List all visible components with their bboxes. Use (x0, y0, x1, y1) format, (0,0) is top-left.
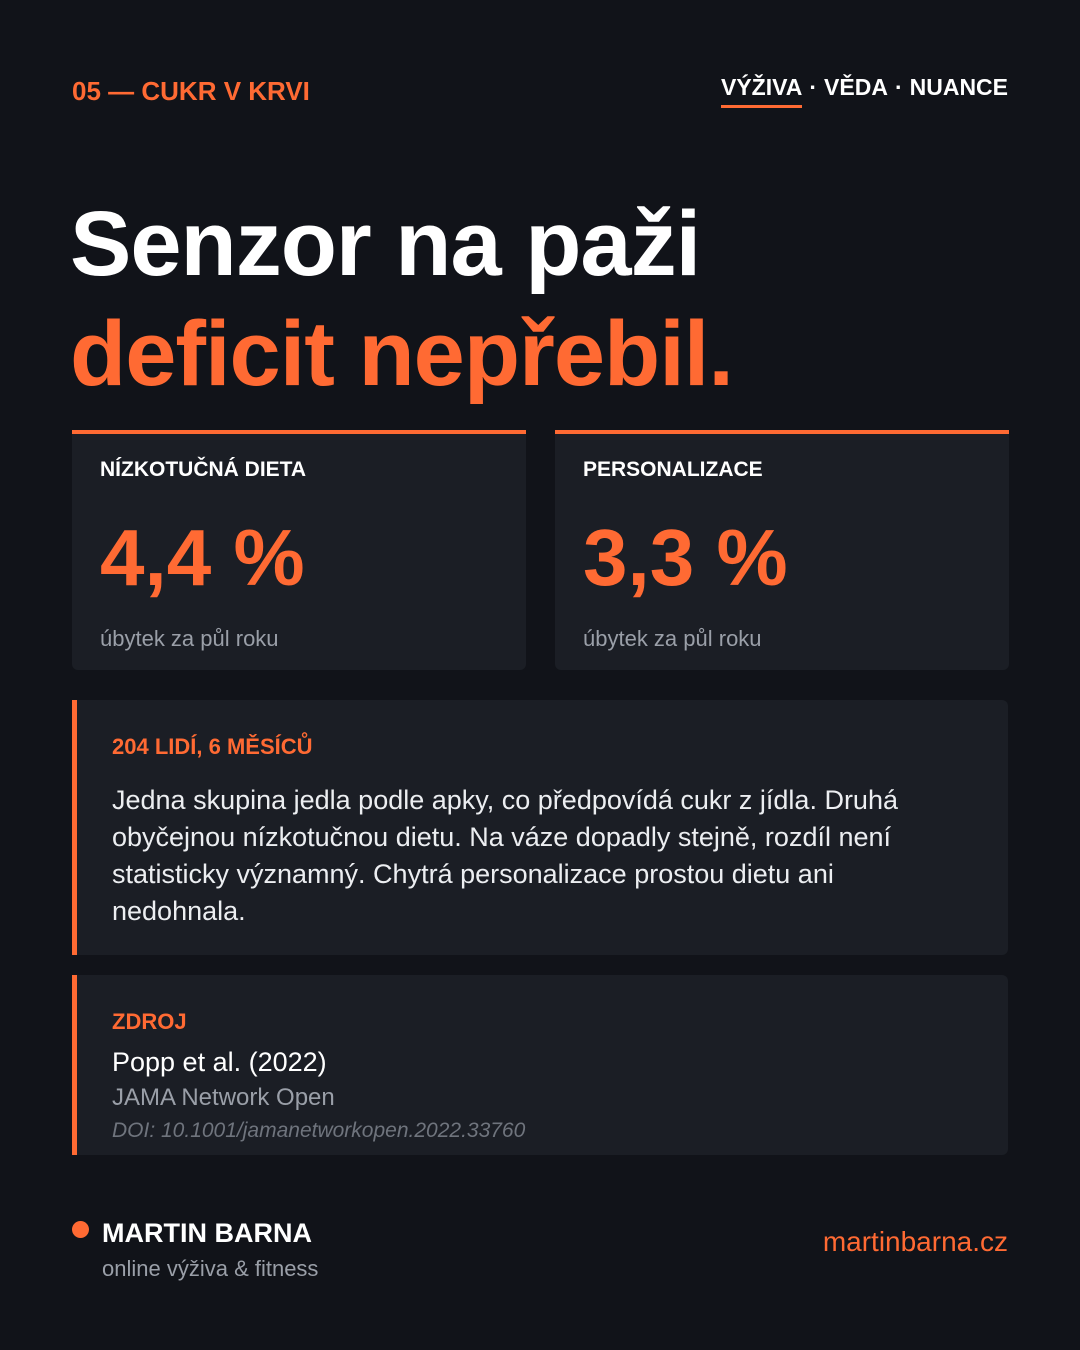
stat-value: 3,3 % (583, 513, 788, 602)
source-doi: DOI: 10.1001/jamanetworkopen.2022.33760 (112, 1119, 526, 1142)
stat-card: NÍZKOTUČNÁ DIETA 4,4 % úbytek za půl rok… (72, 430, 526, 670)
section-label: 05 — CUKR V KRVI (72, 76, 310, 106)
stat-caption: úbytek za půl roku (100, 626, 279, 651)
brand-tagline: online výživa & fitness (102, 1256, 319, 1281)
nav-item[interactable]: VĚDA (824, 74, 888, 100)
nav-separator: · (809, 74, 818, 100)
stat-label: PERSONALIZACE (583, 458, 763, 481)
nav-item[interactable]: NUANCE (909, 74, 1008, 100)
title-line-accent: deficit nepřebil. (70, 303, 734, 405)
study-heading: 204 LIDÍ, 6 MĚSÍCŮ (112, 734, 313, 759)
source-journal: JAMA Network Open (112, 1084, 335, 1111)
source-heading: ZDROJ (112, 1009, 187, 1034)
source-box: ZDROJ Popp et al. (2022) JAMA Network Op… (72, 975, 1008, 1155)
title-line: Senzor na paži (70, 193, 701, 295)
nav-item[interactable]: VÝŽIVA (720, 74, 803, 108)
stat-label: NÍZKOTUČNÁ DIETA (100, 458, 307, 481)
stat-value: 4,4 % (100, 513, 305, 602)
stat-caption: úbytek za půl roku (583, 626, 762, 651)
stat-card: PERSONALIZACE 3,3 % úbytek za půl roku (555, 430, 1009, 670)
source-citation: Popp et al. (2022) (112, 1047, 327, 1077)
nav: VÝŽIVA · VĚDA · NUANCE (720, 74, 1008, 108)
brand-name: MARTIN BARNA (102, 1218, 312, 1248)
brand-dot (72, 1221, 89, 1238)
study-box: 204 LIDÍ, 6 MĚSÍCŮ Jedna skupina jedla p… (72, 700, 1008, 955)
nav-separator: · (894, 74, 903, 100)
study-text: Jedna skupina jedla podle apky, co předp… (112, 785, 898, 926)
brand-url[interactable]: martinbarna.cz (822, 1226, 1008, 1257)
